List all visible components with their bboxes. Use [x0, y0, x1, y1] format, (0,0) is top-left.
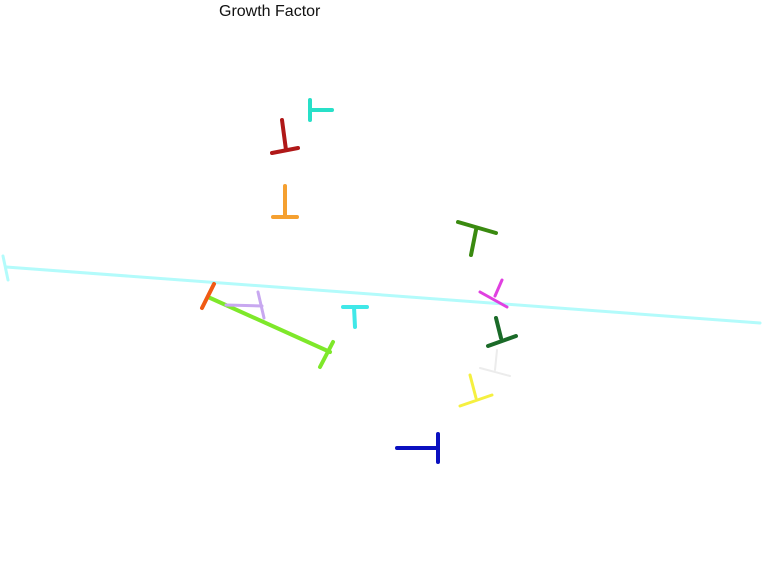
long-line-glyph — [1, 254, 762, 325]
yellow-glyph-bar — [458, 393, 494, 408]
yellow-glyph-stem — [468, 373, 478, 400]
orange-red-glyph-stem — [200, 282, 216, 310]
lime-glyph-bar — [318, 340, 335, 369]
diagram-title: Growth Factor — [219, 3, 321, 20]
long-line-glyph-stem — [4, 265, 762, 325]
dark-red-glyph-bar — [270, 146, 300, 155]
lavender-glyph-stem — [224, 303, 264, 308]
teal-top-glyph — [308, 98, 334, 122]
orange-glyph — [271, 184, 299, 219]
long-line-glyph-bar — [1, 254, 10, 282]
pale-gray-glyph — [479, 349, 511, 377]
green-glyph-stem — [469, 228, 478, 257]
orange-red-glyph — [200, 282, 216, 310]
cyan-small-glyph — [341, 305, 369, 329]
lavender-glyph-bar — [256, 290, 266, 320]
lavender-glyph — [224, 290, 266, 320]
magenta-glyph-stem — [493, 278, 504, 298]
green-glyph — [456, 220, 498, 257]
dark-green-glyph-stem — [494, 316, 503, 340]
green-glyph-bar — [456, 220, 498, 235]
magenta-glyph-bar — [478, 290, 509, 309]
yellow-glyph — [458, 373, 494, 408]
blue-glyph — [395, 432, 440, 464]
dark-green-glyph-bar — [486, 334, 518, 348]
dark-red-glyph-stem — [280, 118, 288, 152]
lime-glyph — [206, 295, 335, 369]
pale-gray-glyph-bar — [479, 367, 511, 377]
dark-red-glyph — [270, 118, 300, 155]
dark-green-glyph — [486, 316, 518, 348]
pale-gray-glyph-stem — [494, 349, 498, 371]
cyan-small-glyph-stem — [352, 305, 357, 329]
magenta-glyph — [478, 278, 509, 309]
